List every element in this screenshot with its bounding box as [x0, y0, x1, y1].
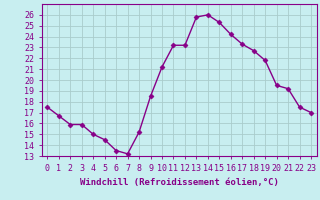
X-axis label: Windchill (Refroidissement éolien,°C): Windchill (Refroidissement éolien,°C) [80, 178, 279, 187]
